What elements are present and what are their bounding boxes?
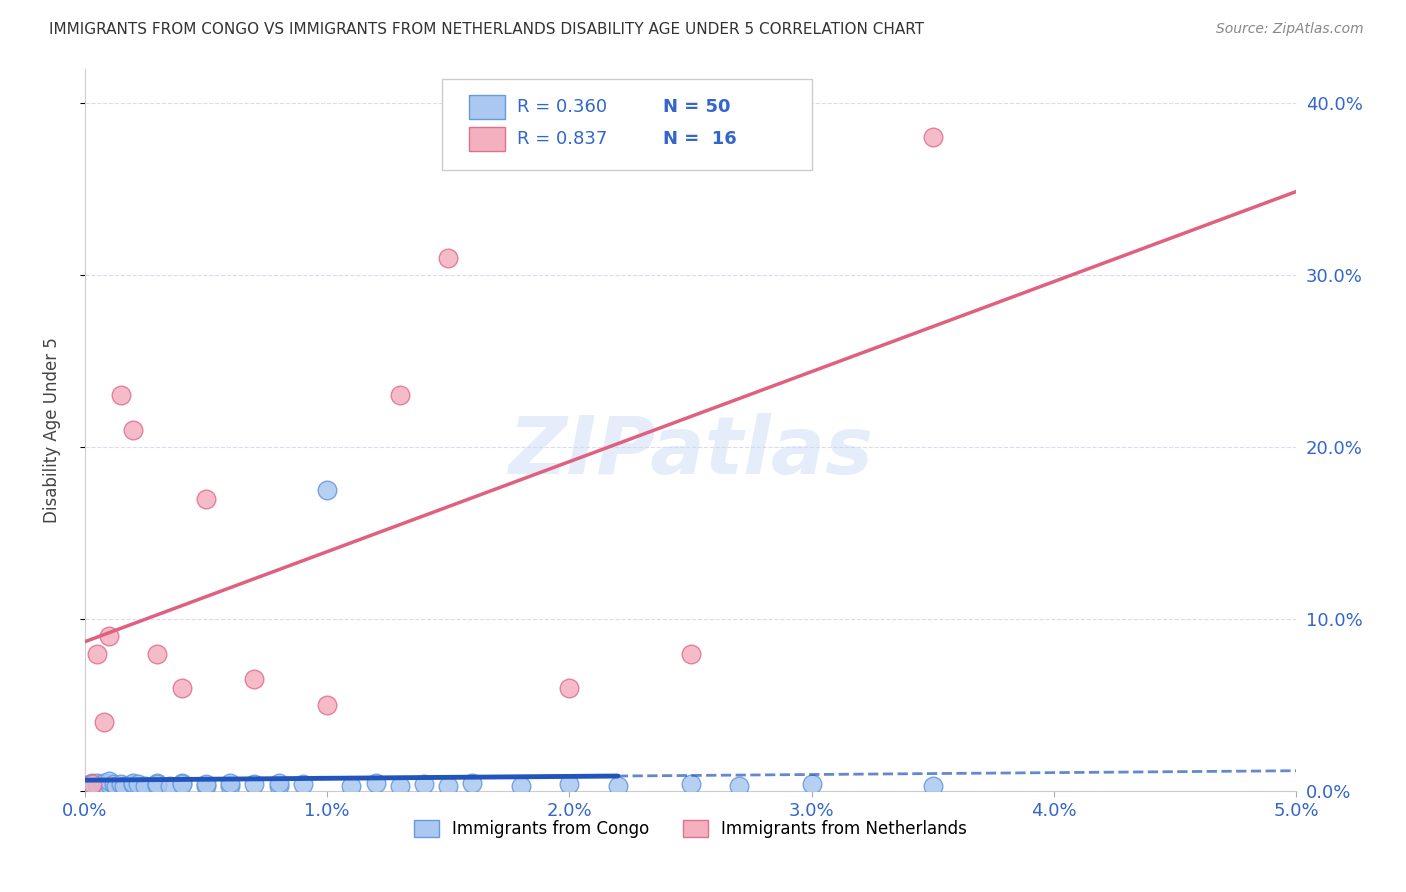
Point [97, 629, 120, 643]
Point [340, 779, 363, 793]
Y-axis label: Disability Age Under 5: Disability Age Under 5 [44, 337, 60, 523]
Point [86, 775, 108, 789]
Point [146, 647, 169, 661]
Text: ZIPatlas: ZIPatlas [508, 413, 873, 491]
Point [110, 388, 132, 402]
Point [146, 775, 169, 789]
Point [509, 779, 531, 793]
Point [170, 777, 193, 791]
Point [110, 777, 132, 791]
Point [105, 779, 128, 793]
Point [679, 777, 702, 791]
Legend: Immigrants from Congo, Immigrants from Netherlands: Immigrants from Congo, Immigrants from N… [408, 813, 974, 845]
Point [388, 779, 411, 793]
Point [437, 251, 460, 265]
FancyBboxPatch shape [441, 79, 811, 169]
Point [316, 698, 339, 713]
Point [122, 423, 145, 437]
Point [558, 777, 581, 791]
Point [243, 673, 266, 687]
Point [219, 775, 242, 789]
Point [93, 775, 115, 789]
Point [86, 647, 108, 661]
Point [122, 775, 145, 789]
Point [461, 775, 484, 789]
Text: IMMIGRANTS FROM CONGO VS IMMIGRANTS FROM NETHERLANDS DISABILITY AGE UNDER 5 CORR: IMMIGRANTS FROM CONGO VS IMMIGRANTS FROM… [49, 22, 924, 37]
Point [90, 777, 112, 791]
Point [80, 777, 103, 791]
Point [388, 388, 411, 402]
Point [413, 777, 436, 791]
Point [437, 779, 460, 793]
Point [97, 777, 120, 791]
Point [194, 779, 217, 793]
Point [291, 777, 314, 791]
Point [112, 779, 135, 793]
Text: N = 50: N = 50 [662, 98, 730, 116]
Point [558, 681, 581, 695]
Point [103, 777, 125, 791]
Point [679, 647, 702, 661]
Point [93, 715, 115, 730]
Point [127, 777, 149, 791]
Bar [468, 127, 505, 151]
Bar [468, 95, 505, 120]
Point [170, 775, 193, 789]
Point [606, 779, 628, 793]
Point [170, 681, 193, 695]
Point [159, 779, 181, 793]
Point [134, 779, 156, 793]
Point [921, 779, 943, 793]
Point [219, 779, 242, 793]
Point [800, 777, 823, 791]
Point [243, 777, 266, 791]
Point [97, 774, 120, 789]
Point [80, 779, 103, 793]
Point [86, 779, 108, 793]
Text: R = 0.837: R = 0.837 [517, 129, 607, 148]
Point [364, 775, 387, 789]
Text: Source: ZipAtlas.com: Source: ZipAtlas.com [1216, 22, 1364, 37]
Text: N =  16: N = 16 [662, 129, 737, 148]
Point [267, 775, 290, 789]
Point [194, 491, 217, 506]
Point [80, 775, 103, 789]
Point [83, 777, 105, 791]
Point [728, 779, 751, 793]
Point [921, 130, 943, 145]
Point [79, 777, 101, 791]
Point [89, 779, 111, 793]
Point [146, 779, 169, 793]
Point [122, 777, 145, 791]
Point [316, 483, 339, 497]
Point [267, 779, 290, 793]
Text: R = 0.360: R = 0.360 [517, 98, 607, 116]
Point [194, 777, 217, 791]
Point [79, 779, 101, 793]
Point [96, 779, 118, 793]
Point [76, 779, 98, 793]
Point [146, 777, 169, 791]
